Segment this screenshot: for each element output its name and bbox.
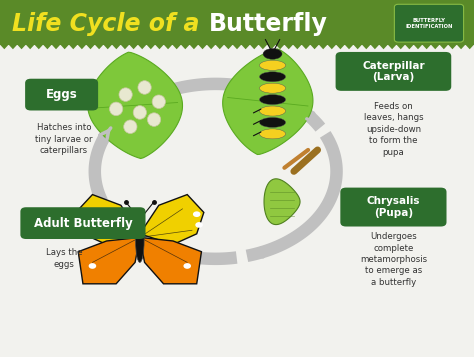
Text: Hatches into
tiny larvae or
caterpillars: Hatches into tiny larvae or caterpillars	[35, 123, 93, 155]
Circle shape	[193, 211, 201, 217]
Polygon shape	[76, 195, 140, 245]
FancyBboxPatch shape	[0, 0, 474, 45]
Ellipse shape	[133, 106, 146, 119]
Polygon shape	[78, 237, 140, 284]
Polygon shape	[140, 237, 201, 284]
Polygon shape	[88, 52, 182, 159]
FancyBboxPatch shape	[340, 188, 447, 227]
Ellipse shape	[136, 220, 144, 262]
Circle shape	[89, 263, 96, 269]
Text: BUTTERFLY
IDENTIFICATION: BUTTERFLY IDENTIFICATION	[405, 17, 453, 29]
Circle shape	[79, 211, 87, 217]
Ellipse shape	[259, 95, 285, 105]
FancyBboxPatch shape	[20, 207, 146, 239]
Ellipse shape	[259, 106, 285, 116]
Ellipse shape	[152, 95, 165, 109]
Ellipse shape	[259, 72, 285, 82]
Text: Adult Butterfly: Adult Butterfly	[34, 217, 132, 230]
Polygon shape	[264, 179, 300, 225]
FancyBboxPatch shape	[25, 79, 98, 111]
PathPatch shape	[0, 45, 474, 49]
Ellipse shape	[263, 49, 282, 59]
Text: Eggs: Eggs	[46, 88, 77, 101]
Polygon shape	[223, 49, 313, 155]
Ellipse shape	[259, 83, 285, 93]
Ellipse shape	[259, 60, 285, 70]
Text: Butterfly: Butterfly	[209, 12, 328, 36]
Circle shape	[77, 222, 84, 228]
FancyBboxPatch shape	[394, 4, 464, 42]
Polygon shape	[140, 195, 204, 245]
Text: Lays the
eggs: Lays the eggs	[46, 248, 82, 268]
Ellipse shape	[109, 102, 123, 116]
FancyBboxPatch shape	[336, 52, 451, 91]
Ellipse shape	[259, 129, 285, 139]
Ellipse shape	[119, 88, 132, 101]
Text: Caterpillar
(Larva): Caterpillar (Larva)	[362, 61, 425, 82]
Text: Life Cycle of a: Life Cycle of a	[12, 12, 208, 36]
Ellipse shape	[147, 113, 161, 126]
Ellipse shape	[124, 120, 137, 134]
Text: Feeds on
leaves, hangs
upside-down
to form the
pupa: Feeds on leaves, hangs upside-down to fo…	[364, 102, 423, 157]
Ellipse shape	[259, 117, 285, 127]
Circle shape	[195, 222, 203, 228]
Ellipse shape	[138, 81, 151, 94]
Text: Undergoes
complete
metamorphosis
to emerge as
a butterfly: Undergoes complete metamorphosis to emer…	[360, 232, 427, 287]
Circle shape	[183, 263, 191, 269]
Text: Chrysalis
(Pupa): Chrysalis (Pupa)	[367, 196, 420, 218]
